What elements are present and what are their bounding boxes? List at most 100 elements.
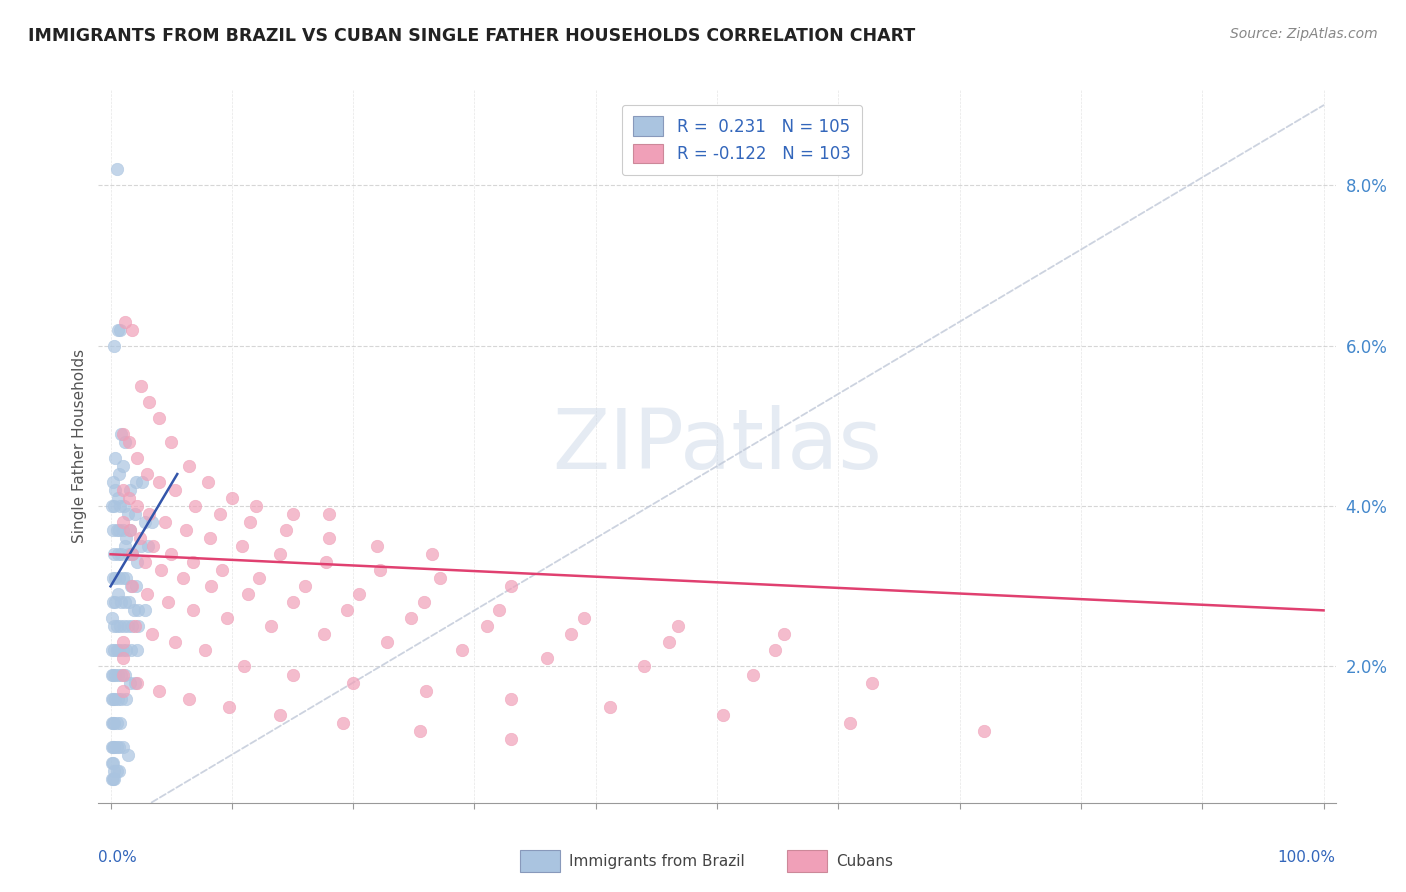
Point (215, 611, 238, 625)
Point (218, 699, 240, 714)
Point (115, 531, 138, 545)
Point (136, 467, 159, 481)
Point (101, 523, 124, 537)
Point (114, 595, 136, 609)
Point (117, 619, 139, 633)
Point (118, 491, 141, 505)
Point (111, 683, 134, 698)
Point (100, 667, 122, 681)
Point (103, 643, 125, 657)
Point (105, 715, 128, 730)
Point (134, 555, 156, 569)
Point (101, 772, 124, 786)
Point (101, 756, 124, 770)
Point (115, 691, 138, 706)
Point (114, 435, 136, 450)
Point (107, 691, 129, 706)
Point (138, 395, 160, 409)
Point (499, 731, 522, 746)
Point (181, 603, 204, 617)
Point (488, 603, 510, 617)
Point (129, 379, 152, 393)
Point (221, 491, 243, 505)
Point (198, 531, 221, 545)
Point (163, 635, 186, 649)
Point (401, 611, 423, 625)
Point (572, 611, 595, 625)
Point (111, 458, 134, 473)
Text: IMMIGRANTS FROM BRAZIL VS CUBAN SINGLE FATHER HOUSEHOLDS CORRELATION CHART: IMMIGRANTS FROM BRAZIL VS CUBAN SINGLE F… (28, 27, 915, 45)
Point (100, 772, 122, 786)
Point (318, 507, 340, 521)
Point (103, 772, 125, 786)
Point (108, 764, 131, 778)
Point (181, 555, 204, 569)
Point (104, 483, 127, 497)
Point (118, 595, 141, 609)
Text: 100.0%: 100.0% (1278, 850, 1336, 865)
Point (121, 547, 143, 561)
Point (117, 507, 139, 521)
Point (163, 483, 186, 497)
Point (276, 523, 298, 537)
Point (110, 499, 132, 513)
Point (115, 571, 138, 585)
Point (347, 587, 370, 601)
Point (112, 619, 135, 633)
Point (110, 595, 132, 609)
Point (100, 691, 122, 706)
Point (118, 523, 141, 537)
Point (236, 587, 259, 601)
Point (118, 435, 141, 450)
Point (245, 499, 267, 513)
Point (111, 739, 134, 754)
Point (121, 547, 143, 561)
Point (415, 683, 437, 698)
Point (127, 603, 149, 617)
Point (153, 515, 176, 529)
Point (136, 539, 159, 553)
Point (711, 707, 734, 722)
Point (134, 603, 156, 617)
Point (110, 691, 132, 706)
Point (451, 643, 474, 657)
Point (118, 547, 141, 561)
Point (138, 507, 160, 521)
Point (108, 467, 131, 481)
Point (103, 339, 125, 353)
Text: Cubans: Cubans (837, 855, 894, 869)
Point (127, 643, 149, 657)
Point (120, 579, 142, 593)
Point (111, 651, 134, 665)
Text: Immigrants from Brazil: Immigrants from Brazil (569, 855, 745, 869)
Point (100, 611, 122, 625)
Point (148, 475, 170, 489)
Point (111, 571, 134, 585)
Point (315, 555, 337, 569)
Point (105, 739, 128, 754)
Point (115, 643, 138, 657)
Point (101, 571, 124, 585)
Point (105, 643, 128, 657)
Point (101, 475, 124, 489)
Point (101, 595, 124, 609)
Point (128, 531, 150, 545)
Text: 0.0%: 0.0% (98, 850, 138, 865)
Point (136, 587, 159, 601)
Point (103, 547, 125, 561)
Point (120, 643, 142, 657)
Point (247, 571, 270, 585)
Point (666, 619, 689, 633)
Point (104, 450, 127, 465)
Point (129, 539, 152, 553)
Point (160, 547, 183, 561)
Point (127, 450, 149, 465)
Point (211, 563, 233, 577)
Point (184, 499, 207, 513)
Point (409, 723, 432, 738)
Point (599, 699, 621, 714)
Point (127, 619, 149, 633)
Point (114, 315, 136, 329)
Point (763, 643, 786, 657)
Point (110, 323, 132, 337)
